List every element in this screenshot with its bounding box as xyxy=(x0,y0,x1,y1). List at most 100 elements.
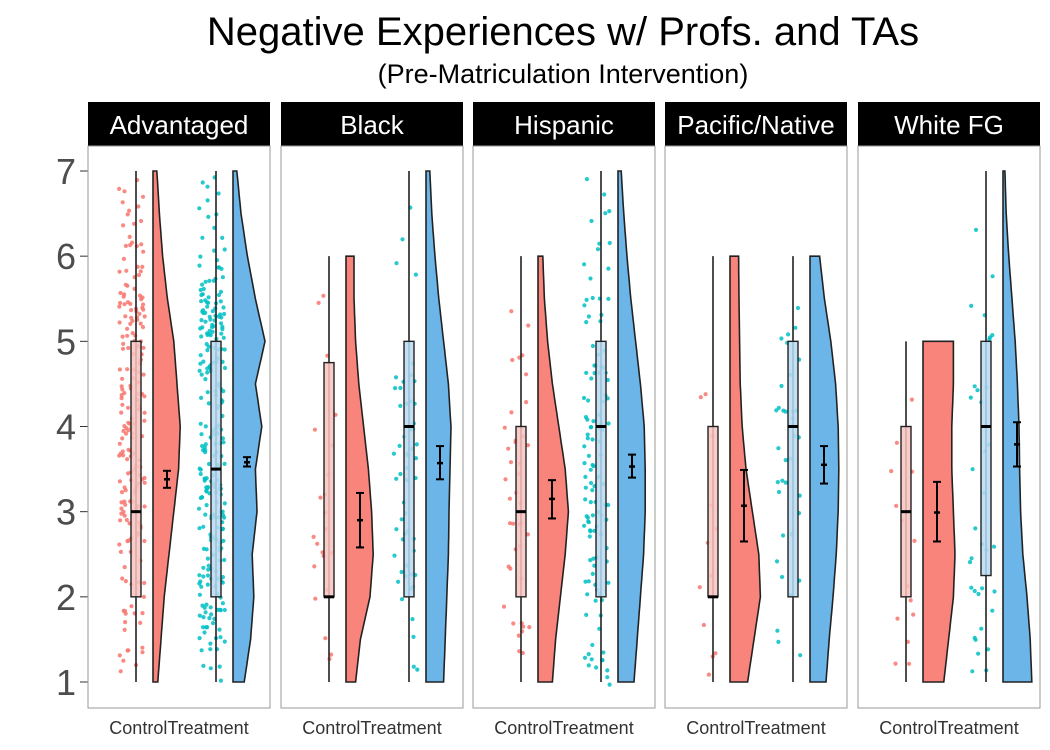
control-data-point xyxy=(121,428,126,434)
control-data-point xyxy=(122,390,127,396)
treatment-data-point xyxy=(968,395,973,400)
treatment-data-point xyxy=(205,573,211,578)
treatment-data-point xyxy=(200,282,205,287)
treatment-data-point xyxy=(205,198,210,203)
treatment-data-point xyxy=(202,630,207,635)
treatment-data-point xyxy=(589,218,594,224)
treatment-data-point xyxy=(780,574,785,580)
treatment-data-point xyxy=(394,476,399,481)
control-data-point xyxy=(140,645,145,650)
control-data-point xyxy=(125,300,131,305)
treatment-data-point xyxy=(582,523,587,528)
control-data-point xyxy=(321,293,326,298)
control-data-point xyxy=(140,305,145,310)
treatment-data-point xyxy=(396,579,401,584)
treatment-data-point xyxy=(980,586,985,591)
treatment-data-point xyxy=(197,466,202,471)
treatment-data-point xyxy=(198,579,203,584)
treatment-data-point xyxy=(203,319,208,324)
treatment-box xyxy=(403,340,415,598)
treatment-data-point xyxy=(584,514,589,519)
treatment-data-point xyxy=(220,275,225,280)
control-data-point xyxy=(118,300,123,306)
treatment-data-point xyxy=(969,556,974,561)
control-data-point xyxy=(141,249,146,254)
treatment-data-point xyxy=(798,653,803,658)
facet-strip xyxy=(665,102,847,146)
control-data-point xyxy=(502,425,507,430)
control-data-point xyxy=(894,440,900,445)
control-data-point xyxy=(122,565,127,570)
chart-title: Negative Experiences w/ Profs. and TAs xyxy=(207,10,919,54)
treatment-data-point xyxy=(198,495,203,501)
treatment-data-point xyxy=(222,311,227,317)
control-data-point xyxy=(895,616,900,621)
treatment-data-point xyxy=(585,592,590,597)
control-data-point xyxy=(142,538,147,544)
control-data-point xyxy=(312,564,317,569)
x-tick-treatment: Treatment xyxy=(167,718,248,738)
treatment-data-point xyxy=(967,560,973,565)
treatment-data-point xyxy=(781,533,786,538)
treatment-data-point xyxy=(219,315,224,320)
treatment-data-point xyxy=(780,478,785,483)
treatment-data-point xyxy=(208,647,213,652)
treatment-data-point xyxy=(198,471,203,477)
treatment-box xyxy=(595,340,607,598)
treatment-data-point xyxy=(970,467,975,472)
control-data-point xyxy=(120,346,126,351)
control-data-point xyxy=(139,218,144,224)
panel-border xyxy=(280,145,464,709)
treatment-data-point xyxy=(779,336,784,341)
treatment-data-point xyxy=(587,534,592,539)
control-data-point xyxy=(140,650,145,655)
treatment-data-point xyxy=(205,348,210,353)
control-data-point xyxy=(119,490,125,495)
treatment-data-point xyxy=(199,395,204,400)
control-data-point xyxy=(697,585,702,590)
control-data-point xyxy=(127,208,132,213)
facet-strip xyxy=(473,102,655,146)
facet-strip xyxy=(281,102,463,146)
control-data-point xyxy=(316,300,321,305)
control-data-point xyxy=(117,479,122,484)
treatment-data-point xyxy=(197,573,202,578)
treatment-data-point xyxy=(201,663,206,669)
treatment-data-point xyxy=(201,310,206,316)
treatment-data-point xyxy=(973,227,979,232)
treatment-data-point xyxy=(591,419,596,424)
treatment-data-point xyxy=(398,403,403,408)
control-data-point xyxy=(120,334,125,339)
control-data-point xyxy=(706,672,712,677)
control-data-point xyxy=(713,651,718,656)
treatment-data-point xyxy=(987,335,993,340)
treatment-data-point xyxy=(413,272,418,277)
treatment-data-point xyxy=(394,527,399,532)
control-data-point xyxy=(118,290,123,296)
facet-strip-label: Black xyxy=(340,110,405,140)
x-tick-control: Control xyxy=(686,718,744,738)
y-tick-label: 2 xyxy=(56,577,76,618)
treatment-data-point xyxy=(221,538,226,544)
treatment-data-point xyxy=(222,461,227,466)
control-data-point xyxy=(142,480,147,485)
x-tick-labels: ControlTreatment xyxy=(879,718,1018,738)
x-tick-treatment: Treatment xyxy=(552,718,633,738)
control-data-point xyxy=(123,314,128,319)
treatment-data-point xyxy=(208,641,213,646)
treatment-data-point xyxy=(582,461,587,466)
facet-strip-label: Hispanic xyxy=(514,110,614,140)
treatment-data-point xyxy=(779,383,784,389)
treatment-data-point xyxy=(776,446,781,451)
treatment-data-point xyxy=(203,610,208,615)
treatment-data-point xyxy=(590,437,595,442)
treatment-data-point xyxy=(591,556,596,561)
control-data-point xyxy=(311,534,316,540)
control-data-point xyxy=(125,367,130,372)
treatment-data-point xyxy=(203,377,208,382)
control-data-point xyxy=(117,186,122,191)
treatment-data-point xyxy=(217,627,222,632)
control-data-point xyxy=(908,598,913,603)
treatment-data-point xyxy=(217,664,222,669)
treatment-data-point xyxy=(392,553,397,558)
